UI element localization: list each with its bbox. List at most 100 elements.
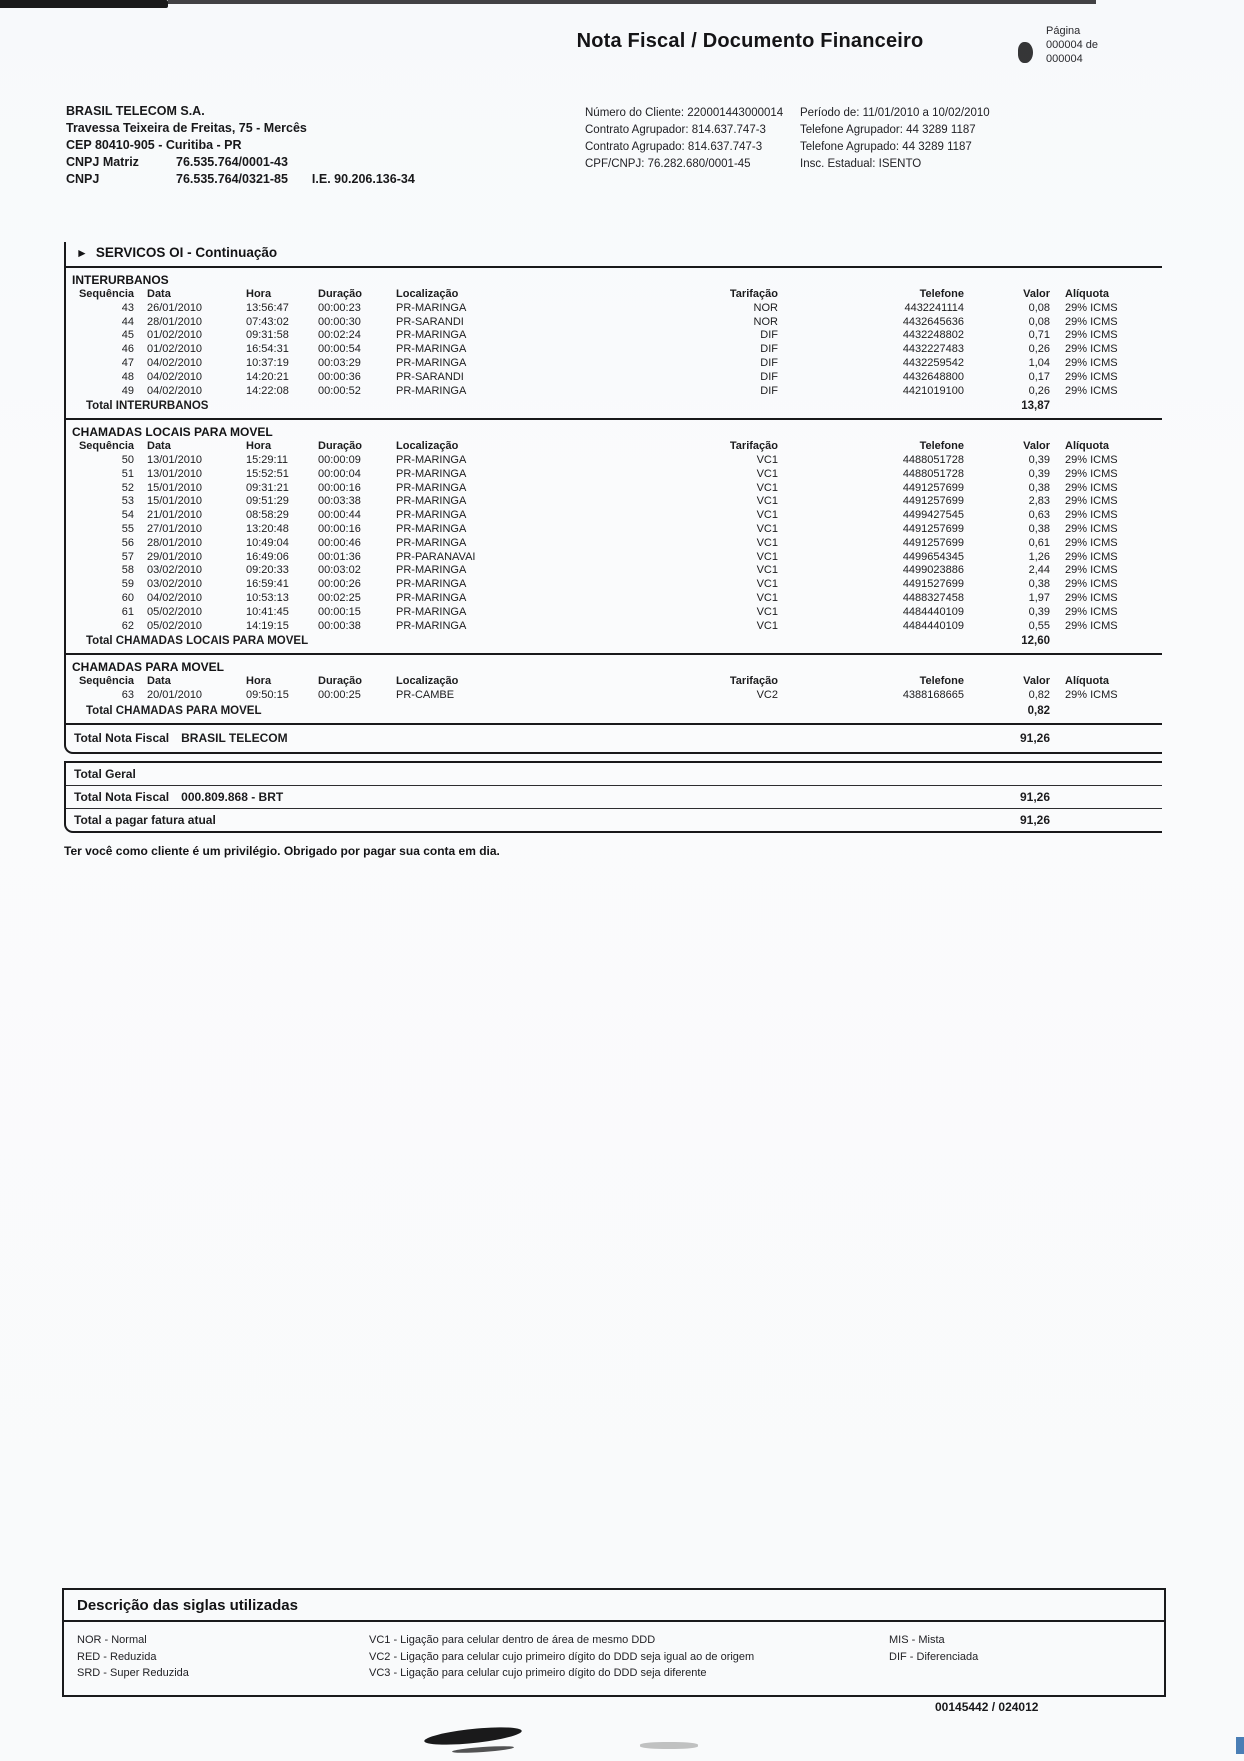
section-title: SERVICOS OI - Continuação: [95, 245, 278, 260]
cell: PR-MARINGA: [396, 564, 467, 577]
total-value: 0,82: [1027, 704, 1050, 717]
cell: 29% ICMS: [1065, 509, 1118, 522]
cell: 4432241114: [904, 301, 964, 314]
cell: DIF: [760, 356, 778, 369]
legend-line: DIF - Diferenciada: [889, 1650, 979, 1663]
cell: 29% ICMS: [1065, 619, 1118, 632]
cell: 29% ICMS: [1065, 578, 1118, 591]
cell: VC1: [756, 591, 778, 604]
cell: 00:00:36: [318, 370, 361, 383]
cell: 0,71: [1028, 329, 1050, 342]
cell: PR-MARINGA: [396, 453, 467, 466]
column-header: Alíquota: [1065, 675, 1109, 688]
cell: 01/02/2010: [147, 343, 203, 356]
cell: 16:49:06: [246, 550, 289, 563]
cell: 04/02/2010: [147, 384, 203, 397]
cell: 15/01/2010: [147, 495, 203, 508]
cell: 56: [121, 536, 134, 549]
cell: PR-SARANDI: [396, 370, 464, 383]
legend-line: RED - Reduzida: [77, 1650, 157, 1663]
cell: DIF: [760, 370, 778, 383]
table-row: 60 04/02/2010 10:53:13 00:02:25 PR-MARINGA VC…: [72, 592, 1162, 606]
page-title: Nota Fiscal / Documento Financeiro: [576, 30, 924, 52]
cell: 43: [121, 301, 134, 314]
scan-artifact: [451, 1744, 515, 1755]
cell: 1,97: [1028, 591, 1050, 604]
cell: 29% ICMS: [1065, 356, 1118, 369]
cell: 29% ICMS: [1065, 481, 1118, 494]
company-ie: I.E. 90.206.136-34: [311, 172, 415, 186]
cell: VC1: [756, 467, 778, 480]
cell: 10:41:45: [246, 605, 289, 618]
cell: 26/01/2010: [147, 301, 203, 314]
cell: 20/01/2010: [147, 688, 203, 701]
cell: 00:01:36: [318, 550, 361, 563]
cell: 00:00:46: [318, 536, 361, 549]
legend-column: NOR - Normal RED - Reduzida SRD - Super Re…: [77, 1632, 369, 1682]
cell: 58: [121, 564, 134, 577]
cell: 44: [121, 315, 134, 328]
cell: 28/01/2010: [147, 315, 203, 328]
cell: 13/01/2010: [147, 453, 203, 466]
cell: 29% ICMS: [1065, 688, 1118, 701]
call-table: INTERURBANOS Sequência Data Hora Duração Loca…: [66, 268, 1162, 421]
cell: 4488327458: [902, 591, 964, 604]
table-row: 52 15/01/2010 09:31:21 00:00:16 PR-MARINGA VC…: [72, 482, 1162, 496]
cell: 00:00:52: [318, 384, 361, 397]
cell: 63: [121, 688, 134, 701]
legend-line: VC1 - Ligação para celular dentro de áre…: [369, 1634, 656, 1646]
cell: PR-MARINGA: [396, 467, 467, 480]
table-row: 58 03/02/2010 09:20:33 00:03:02 PR-MARINGA VC…: [72, 564, 1162, 578]
total-value: 13,87: [1021, 400, 1050, 413]
cell: 47: [121, 356, 134, 369]
cell: PR-MARINGA: [396, 509, 467, 522]
cell: 15:29:11: [246, 453, 289, 466]
cell: 0,39: [1028, 467, 1050, 480]
table-row: 47 04/02/2010 10:37:19 00:03:29 PR-MARINGA DI…: [72, 357, 1162, 371]
cell: 29% ICMS: [1065, 384, 1118, 397]
cell: 0,38: [1028, 578, 1050, 591]
column-header: Localização: [396, 440, 459, 453]
table-row: 57 29/01/2010 16:49:06 00:01:36 PR-PARANAVAI…: [72, 551, 1162, 565]
table-name: CHAMADAS PARA MOVEL: [72, 660, 224, 675]
cell: 0,38: [1028, 522, 1050, 535]
cell: PR-MARINGA: [396, 605, 467, 618]
client-block: Número do Cliente: 220001443000014 Contra…: [585, 105, 990, 173]
cell: 09:20:33: [246, 564, 289, 577]
legend-line: SRD - Super Reduzida: [77, 1667, 189, 1679]
column-header: Localização: [396, 288, 459, 300]
cell: 2,83: [1028, 495, 1050, 508]
table-name: INTERURBANOS: [72, 273, 169, 287]
cell: 15/01/2010: [147, 481, 203, 494]
cell: 0,38: [1028, 481, 1050, 494]
cell: 00:00:04: [318, 467, 361, 480]
column-header: Tarifação: [729, 675, 778, 688]
cell: PR-CAMBE: [396, 688, 455, 701]
cell: 4499654345: [902, 550, 964, 563]
cell: 05/02/2010: [147, 605, 203, 618]
cell: 59: [121, 578, 134, 591]
legend-line: VC3 - Ligação para celular cujo primeiro…: [369, 1667, 707, 1679]
cell: 00:00:25: [318, 688, 361, 701]
cell: 4491257699: [902, 495, 964, 508]
cell: VC1: [756, 564, 778, 577]
cell: VC1: [756, 495, 778, 508]
legend-title: Descrição das siglas utilizadas: [64, 1590, 1164, 1622]
cell: 4491257699: [902, 522, 964, 535]
cell: 07:43:02: [246, 315, 289, 328]
cell: 50: [121, 453, 134, 466]
cell: 00:00:26: [318, 578, 361, 591]
form-code: 00145442 / 024012: [935, 1700, 1039, 1714]
cell: 4491257699: [902, 481, 964, 494]
table-row: 46 01/02/2010 16:54:31 00:00:54 PR-MARINGA DI…: [72, 343, 1162, 357]
services-section: ► SERVICOS OI - Continuação INTERURBANOS S…: [64, 242, 1162, 754]
cell: 0,39: [1028, 453, 1050, 466]
column-header: Telefone: [919, 675, 964, 688]
total-value: 91,26: [1019, 730, 1050, 745]
cell: 0,26: [1028, 343, 1050, 356]
cell: 29% ICMS: [1065, 467, 1118, 480]
cell: 29/01/2010: [147, 550, 203, 563]
cell: PR-PARANAVAI: [396, 550, 476, 563]
cell: 00:00:16: [318, 522, 361, 535]
column-header: Duração: [318, 675, 363, 688]
